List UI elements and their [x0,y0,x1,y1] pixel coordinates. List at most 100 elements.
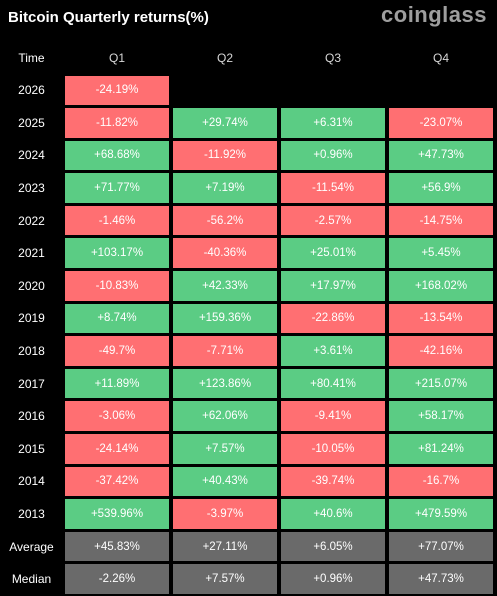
return-cell-q3: +3.61% [281,336,385,366]
column-header-q3: Q3 [324,51,341,65]
return-cell-q3: +17.97% [281,271,385,301]
row-label: Average [9,539,54,554]
return-cell-q3: -2.57% [281,205,385,236]
return-cell-q2: +159.36% [173,303,277,334]
return-cell-q3: -39.74% [281,466,385,497]
column-header-q1: Q1 [108,51,125,65]
return-cell-q4: +81.24% [389,434,493,464]
year-row-2015: 2015 -24.14% +7.57% -10.05% +81.24% [0,433,497,466]
return-cell-q4: -16.7% [389,466,493,497]
return-cell-q2: +7.19% [173,173,277,203]
return-cell-q2: +123.86% [173,368,277,399]
return-cell-q4: +77.07% [389,531,493,562]
header-row: Time Q1 Q2 Q3 Q4 [0,42,497,74]
return-cell-q4: +47.73% [389,140,493,171]
year-row-2023: 2023 +71.77% +7.19% -11.54% +56.9% [0,172,497,205]
column-header-q4: Q4 [432,51,449,65]
summary-row-average: Average +45.83% +27.11% +6.05% +77.07% [0,530,497,563]
return-cell-q1: -49.7% [65,336,169,366]
row-label: 2016 [18,409,45,424]
row-label: 2014 [18,474,45,489]
return-cell-q1: +539.96% [65,499,169,529]
return-cell-q1: -10.83% [65,271,169,301]
row-label: 2023 [18,181,45,196]
return-cell-q2: +62.06% [173,401,277,432]
year-row-2019: 2019 +8.74% +159.36% -22.86% -13.54% [0,302,497,335]
row-label: 2024 [18,148,45,163]
row-label: 2019 [18,311,45,326]
year-row-2025: 2025 -11.82% +29.74% +6.31% -23.07% [0,107,497,140]
return-cell-q2: +27.11% [173,531,277,562]
return-cell-q3: +6.31% [281,108,385,138]
return-cell-q1: -3.06% [65,401,169,432]
return-cell-q4: -23.07% [389,108,493,138]
summary-row-median: Median -2.26% +7.57% +0.96% +47.73% [0,563,497,596]
return-cell-q3: +0.96% [281,140,385,171]
return-cell-q1: -11.82% [65,108,169,138]
return-cell-q3: +0.96% [281,564,385,594]
return-cell-q4: +47.73% [389,564,493,594]
return-cell-q2: -7.71% [173,336,277,366]
return-cell-q3 [281,76,385,106]
coinglass-logo: coinglass [381,2,487,27]
return-cell-q4: +168.02% [389,271,493,301]
year-row-2021: 2021 +103.17% -40.36% +25.01% +5.45% [0,237,497,270]
row-label: 2017 [18,376,45,391]
year-row-2022: 2022 -1.46% -56.2% -2.57% -14.75% [0,204,497,237]
return-cell-q4: -14.75% [389,205,493,236]
year-row-2026: 2026 -24.19% [0,74,497,107]
return-cell-q2: +40.43% [173,466,277,497]
year-row-2018: 2018 -49.7% -7.71% +3.61% -42.16% [0,335,497,368]
return-cell-q1: +45.83% [65,531,169,562]
return-cell-q1: +68.68% [65,140,169,171]
return-cell-q2: +7.57% [173,434,277,464]
time-header: Time [18,51,45,65]
return-cell-q3: -9.41% [281,401,385,432]
year-row-2020: 2020 -10.83% +42.33% +17.97% +168.02% [0,270,497,303]
return-cell-q3: -10.05% [281,434,385,464]
row-label: Median [11,572,52,587]
row-label: 2026 [18,83,45,98]
return-cell-q2: +42.33% [173,271,277,301]
return-cell-q3: +25.01% [281,238,385,269]
row-label: 2022 [18,213,45,228]
row-label: 2018 [18,344,45,359]
return-cell-q2: -56.2% [173,205,277,236]
returns-table: Time Q1 Q2 Q3 Q4 2026 -24.19% 2025 -11.82% +… [0,42,497,596]
return-cell-q1: +71.77% [65,173,169,203]
return-cell-q1: +8.74% [65,303,169,334]
return-cell-q4: -13.54% [389,303,493,334]
row-label: 2015 [18,441,45,456]
row-label: 2021 [18,246,45,261]
return-cell-q4: +479.59% [389,499,493,529]
return-cell-q3: -11.54% [281,173,385,203]
return-cell-q1: -37.42% [65,466,169,497]
year-row-2017: 2017 +11.89% +123.86% +80.41% +215.07% [0,367,497,400]
row-label: 2025 [18,115,45,130]
return-cell-q4 [389,76,493,106]
return-cell-q4: -42.16% [389,336,493,366]
return-cell-q2 [173,76,277,106]
year-row-2013: 2013 +539.96% -3.97% +40.6% +479.59% [0,498,497,531]
return-cell-q1: +11.89% [65,368,169,399]
return-cell-q3: -22.86% [281,303,385,334]
return-cell-q3: +40.6% [281,499,385,529]
return-cell-q2: +29.74% [173,108,277,138]
year-row-2016: 2016 -3.06% +62.06% -9.41% +58.17% [0,400,497,433]
return-cell-q2: -3.97% [173,499,277,529]
return-cell-q2: -11.92% [173,140,277,171]
return-cell-q4: +5.45% [389,238,493,269]
return-cell-q1: -2.26% [65,564,169,594]
row-label: 2020 [18,278,45,293]
return-cell-q2: +7.57% [173,564,277,594]
year-row-2014: 2014 -37.42% +40.43% -39.74% -16.7% [0,465,497,498]
chart-title: Bitcoin Quarterly returns(%) [8,9,209,26]
return-cell-q3: +6.05% [281,531,385,562]
return-cell-q4: +58.17% [389,401,493,432]
return-cell-q4: +215.07% [389,368,493,399]
row-label: 2013 [18,507,45,522]
return-cell-q1: -24.19% [65,75,169,106]
return-cell-q1: -1.46% [65,205,169,236]
return-cell-q2: -40.36% [173,238,277,269]
return-cell-q4: +56.9% [389,173,493,203]
